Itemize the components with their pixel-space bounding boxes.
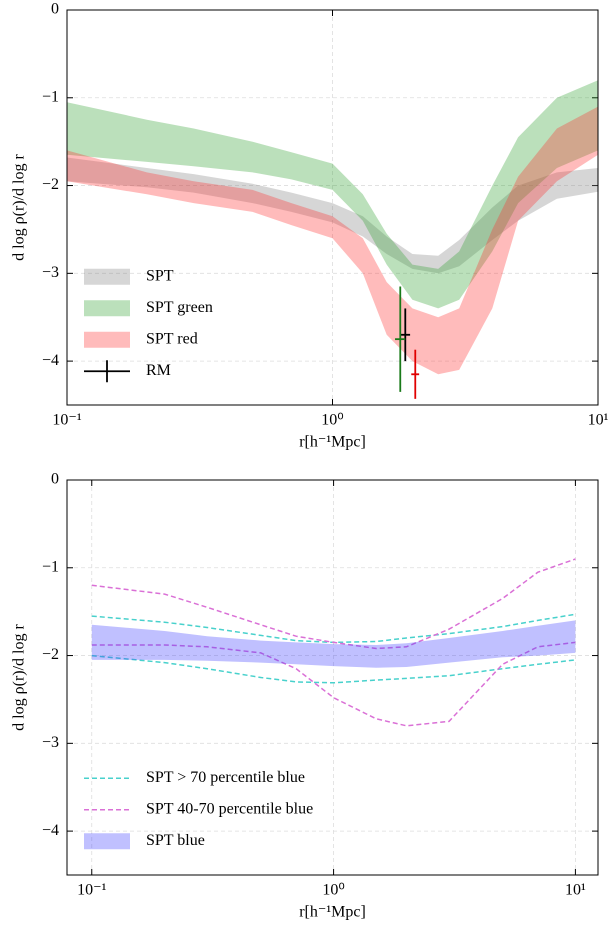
x-tick-label: 10⁰ bbox=[321, 412, 343, 429]
legend-swatch bbox=[84, 331, 130, 348]
y-tick-label: 0 bbox=[51, 471, 59, 488]
y-tick-label: −2 bbox=[42, 176, 59, 193]
y-tick-label: −3 bbox=[42, 264, 59, 281]
subplot: 0 −1 −2 −3 −4 10⁻¹ 10⁰ 10¹ r[h⁻¹Mpc] d log ρ(r)/d… bbox=[11, 471, 599, 921]
x-tick-label: 10⁰ bbox=[322, 882, 344, 899]
dashed-line bbox=[91, 654, 576, 684]
dashed-line bbox=[91, 641, 576, 727]
plot-frame bbox=[66, 9, 599, 406]
legend-label: SPT bbox=[146, 267, 174, 284]
legend-label: SPT > 70 percentile blue bbox=[146, 769, 305, 786]
y-axis-label: d log ρ(r)/d log r bbox=[11, 154, 28, 261]
y-tick-label: −3 bbox=[42, 734, 59, 751]
x-tick-label: 10⁻¹ bbox=[52, 412, 81, 429]
y-tick-label: −1 bbox=[42, 558, 59, 575]
legend-label: SPT red bbox=[146, 330, 198, 347]
y-tick-label: −2 bbox=[42, 646, 59, 663]
y-tick-label: −4 bbox=[42, 352, 59, 369]
y-tick-label: −1 bbox=[42, 88, 59, 105]
legend-label: SPT blue bbox=[146, 832, 205, 849]
legend-label: SPT green bbox=[146, 299, 213, 316]
x-tick-label: 10⁻¹ bbox=[77, 882, 106, 899]
dashed-line bbox=[91, 613, 576, 644]
band bbox=[67, 157, 598, 274]
y-tick-label: −4 bbox=[42, 822, 59, 839]
y-tick-label: 0 bbox=[51, 1, 59, 18]
x-tick-label: 10¹ bbox=[588, 412, 609, 429]
y-axis-label: d log ρ(r)/d log r bbox=[11, 624, 28, 731]
legend-swatch bbox=[84, 833, 130, 850]
band bbox=[67, 106, 598, 375]
x-axis-label: r[h⁻¹Mpc] bbox=[299, 904, 366, 921]
plot-frame bbox=[66, 479, 599, 876]
legend-label: SPT 40-70 percentile blue bbox=[146, 800, 313, 817]
band bbox=[67, 80, 598, 309]
legend-swatch bbox=[84, 268, 130, 285]
subplot: 0 −1 −2 −3 −4 10⁻¹ 10⁰ 10¹ r[h⁻¹Mpc] d log ρ(r)/d… bbox=[11, 1, 609, 451]
legend-label: RM bbox=[146, 362, 171, 379]
x-tick-label: 10¹ bbox=[565, 882, 586, 899]
legend-swatch bbox=[84, 300, 130, 317]
band bbox=[91, 620, 576, 668]
x-axis-label: r[h⁻¹Mpc] bbox=[299, 434, 366, 451]
